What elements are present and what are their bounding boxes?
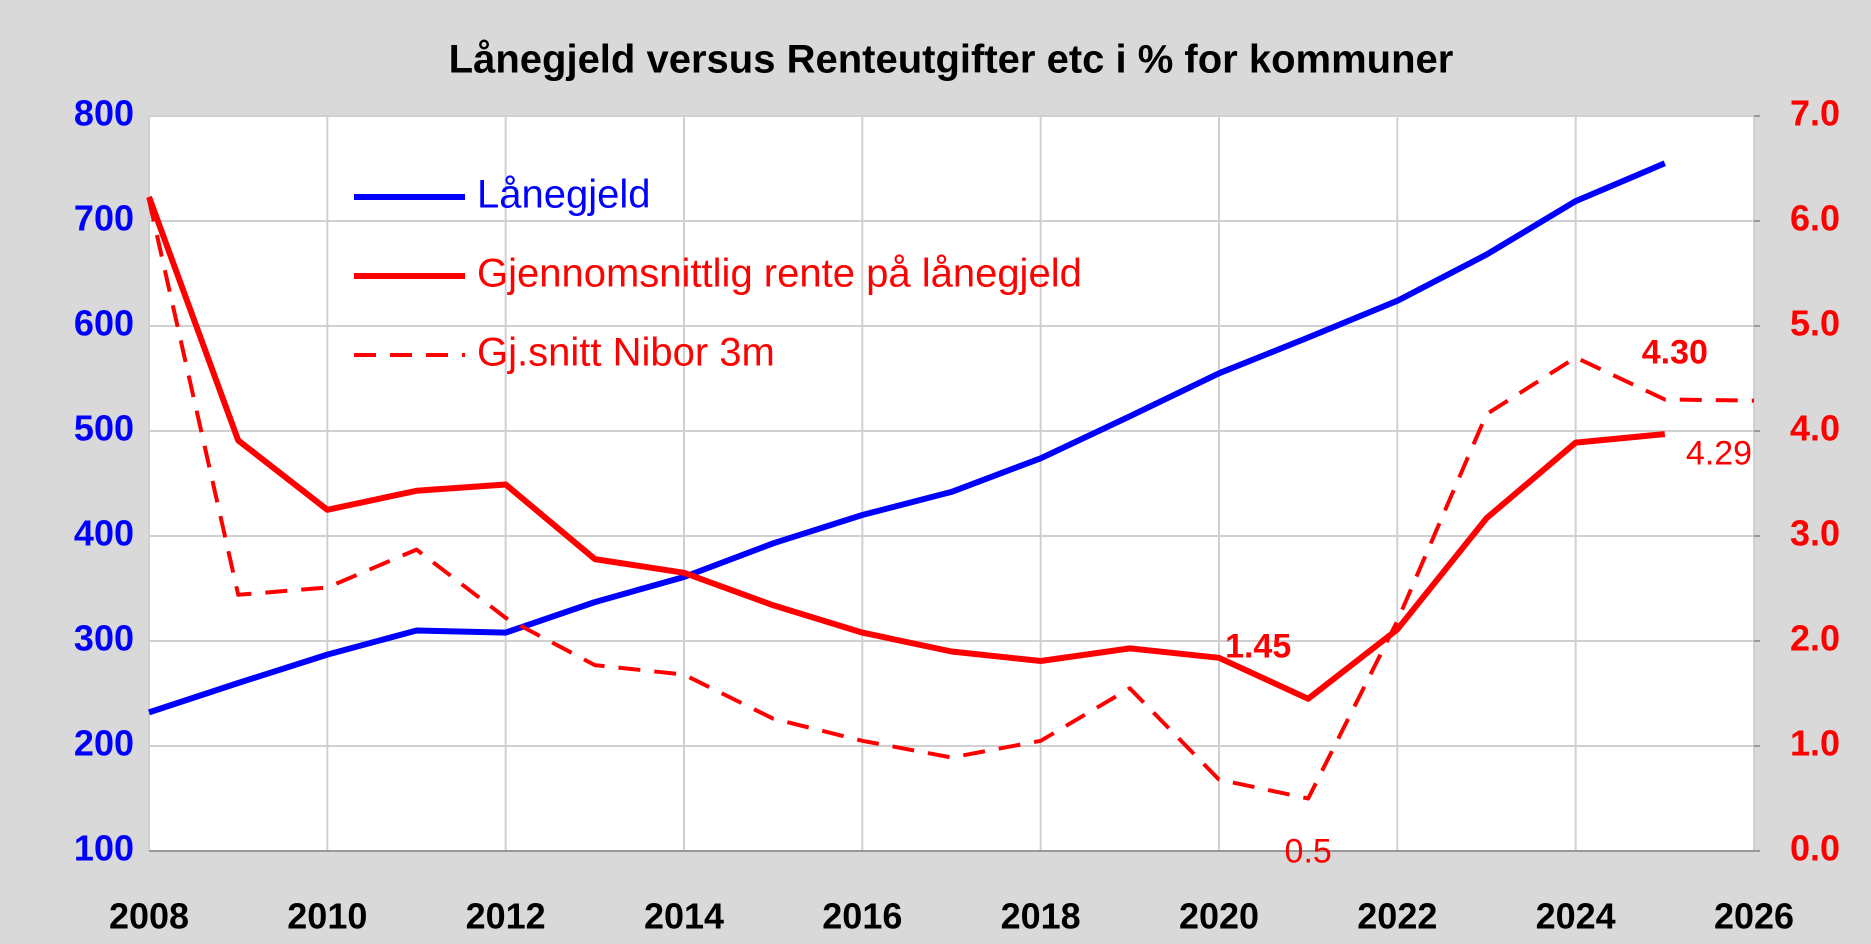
value-label: 1.45 xyxy=(1225,628,1291,666)
x-tick-label: 2014 xyxy=(644,896,724,937)
y-tick-label: 200 xyxy=(74,723,134,764)
x-tick-label: 2024 xyxy=(1536,896,1616,937)
y2-tick-label: 0.0 xyxy=(1790,828,1840,869)
series-line xyxy=(146,195,1666,702)
x-tick-label: 2022 xyxy=(1357,896,1437,937)
y2-tick-label: 1.0 xyxy=(1790,723,1840,764)
y2-tick-label: 7.0 xyxy=(1790,93,1840,134)
plot-area xyxy=(149,116,1754,851)
y-tick-label: 600 xyxy=(74,303,134,344)
y-tick-label: 800 xyxy=(74,93,134,134)
y-tick-label: 700 xyxy=(74,198,134,239)
y-tick-label: 400 xyxy=(74,513,134,554)
y-tick-label: 500 xyxy=(74,408,134,449)
x-tick-label: 2020 xyxy=(1179,896,1259,937)
value-label: 4.30 xyxy=(1642,333,1708,371)
x-tick-label: 2026 xyxy=(1714,896,1794,937)
y-tick-label: 300 xyxy=(74,618,134,659)
legend-label: Lånegjeld xyxy=(477,173,651,217)
x-tick-label: 2016 xyxy=(822,896,902,937)
value-label: 0.5 xyxy=(1285,832,1332,870)
y2-tick-label: 5.0 xyxy=(1790,303,1840,344)
x-tick-label: 2018 xyxy=(1001,896,1081,937)
chart-title: Lånegjeld versus Renteutgifter etc i % f… xyxy=(449,38,1454,82)
legend-label: Gjennomsnittlig rente på lånegjeld xyxy=(477,252,1082,296)
y2-tick-label: 4.0 xyxy=(1790,408,1840,449)
y2-tick-label: 3.0 xyxy=(1790,513,1840,554)
y2-tick-label: 6.0 xyxy=(1790,198,1840,239)
y2-tick-label: 2.0 xyxy=(1790,618,1840,659)
series-line xyxy=(147,199,1755,801)
x-tick-label: 2008 xyxy=(109,896,189,937)
value-label: 4.29 xyxy=(1686,435,1752,473)
legend-label: Gj.snitt Nibor 3m xyxy=(477,331,775,375)
series-line xyxy=(148,160,1666,716)
x-tick-label: 2010 xyxy=(287,896,367,937)
x-tick-label: 2012 xyxy=(466,896,546,937)
y-tick-label: 100 xyxy=(74,828,134,869)
